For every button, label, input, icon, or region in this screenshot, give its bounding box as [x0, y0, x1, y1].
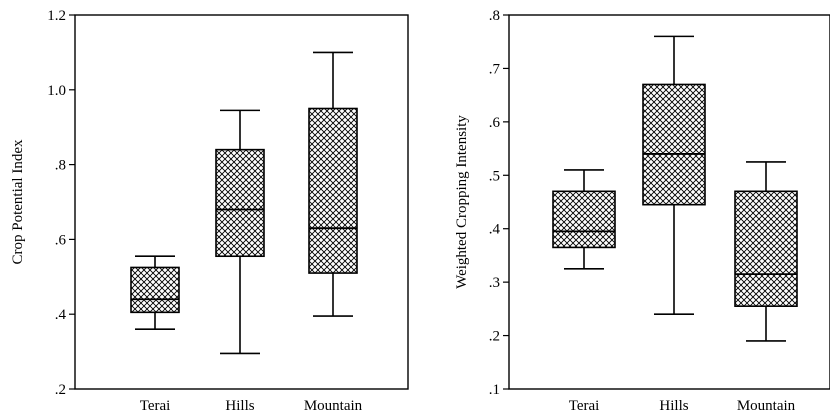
y-axis-ticks: .2 .4 .6 .8 1.0 1.2 [47, 8, 75, 398]
iqr-box [642, 83, 706, 206]
y-tick-label: .1 [489, 382, 500, 398]
x-category-label: Hills [225, 398, 254, 414]
x-category-label: Mountain [304, 398, 363, 414]
y-axis-ticks: .1 .2 .3 .4 .5 .6 .7 .8 [489, 8, 509, 398]
x-category-label: Terai [569, 398, 600, 414]
boxplot-hills [642, 35, 706, 316]
iqr-box [552, 190, 616, 249]
y-tick-label: 1.0 [47, 83, 66, 99]
y-tick-label: .5 [489, 168, 500, 184]
iqr-box [734, 190, 798, 307]
y-axis-label: Crop Potential Index [10, 139, 26, 264]
boxplot-terai [552, 169, 616, 270]
y-axis-label: Weighted Cropping Intensity [454, 115, 470, 289]
x-axis-categories: Terai Hills Mountain [140, 398, 363, 414]
plot-frame [508, 14, 830, 390]
x-category-label: Terai [140, 398, 171, 414]
box-marks [130, 51, 358, 355]
x-category-label: Hills [659, 398, 688, 414]
y-tick-label: .4 [55, 307, 67, 323]
y-tick-label: .3 [489, 275, 500, 291]
y-tick-label: .8 [55, 158, 66, 174]
boxplot-mountain [734, 161, 798, 342]
crop-potential-index-chart: Crop Potential Index .2 .4 .6 .8 1.0 1.2 Tera… [10, 8, 409, 414]
boxplot-mountain [308, 51, 358, 317]
x-category-label: Mountain [737, 398, 796, 414]
plot-frame [74, 14, 409, 390]
y-tick-label: .2 [489, 329, 500, 345]
x-axis-categories: Terai Hills Mountain [569, 398, 796, 414]
y-tick-label: .8 [489, 8, 500, 24]
iqr-box [308, 107, 358, 274]
box-marks [552, 35, 798, 342]
y-tick-label: .4 [489, 222, 501, 238]
iqr-box [215, 148, 265, 258]
iqr-box [130, 266, 180, 314]
y-tick-label: .7 [489, 61, 501, 77]
y-tick-label: 1.2 [47, 8, 66, 24]
boxplot-terai [130, 255, 180, 330]
boxplot-hills [215, 109, 265, 355]
y-tick-label: .2 [55, 382, 66, 398]
weighted-cropping-intensity-chart: Weighted Cropping Intensity .1 .2 .3 .4 .5 .6… [454, 8, 830, 414]
y-tick-label: .6 [55, 232, 67, 248]
y-tick-label: .6 [489, 115, 501, 131]
